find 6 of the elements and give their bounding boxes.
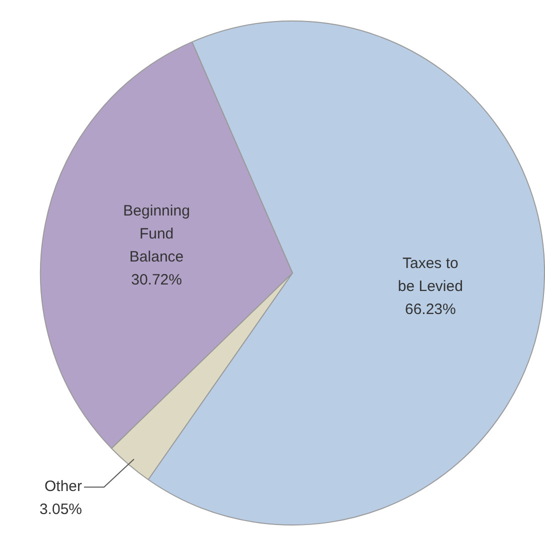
data-label: 3.05% [39,501,82,518]
data-label: 30.72% [131,272,182,289]
data-label: 66.23% [404,300,456,318]
slice-label: Taxes to be Levied [398,254,463,295]
slice-label: Beginning Fund Balance [123,202,190,266]
slice-label: Other [44,478,82,496]
